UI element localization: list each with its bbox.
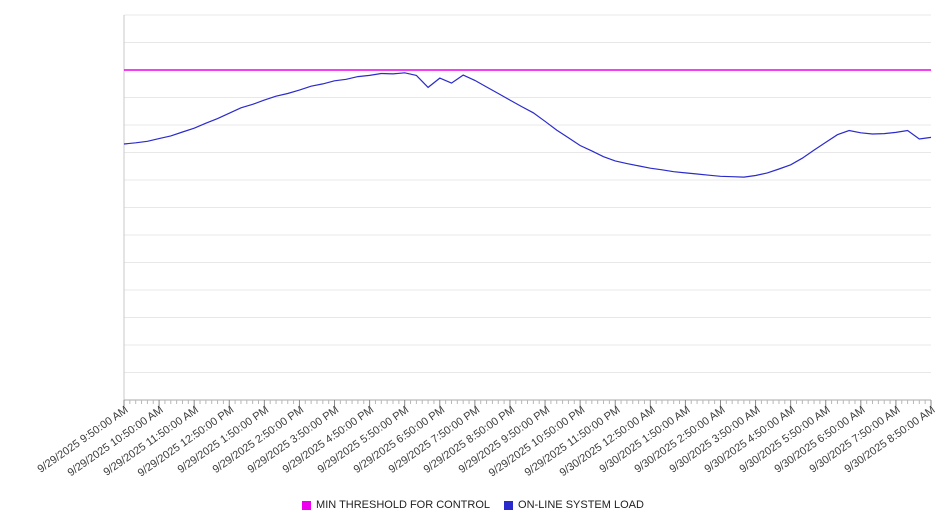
online-system-load-line bbox=[123, 72, 932, 178]
legend-label: ON-LINE SYSTEM LOAD bbox=[518, 499, 644, 511]
legend-item-online-system-load[interactable]: ON-LINE SYSTEM LOAD bbox=[504, 499, 644, 511]
legend-swatch bbox=[504, 500, 514, 510]
legend-label: MIN THRESHOLD FOR CONTROL bbox=[316, 499, 491, 511]
legend-item-min-threshold[interactable]: MIN THRESHOLD FOR CONTROL bbox=[302, 499, 490, 511]
legend: MIN THRESHOLD FOR CONTROL ON-LINE SYSTEM… bbox=[0, 499, 946, 511]
legend-swatch bbox=[302, 500, 312, 510]
